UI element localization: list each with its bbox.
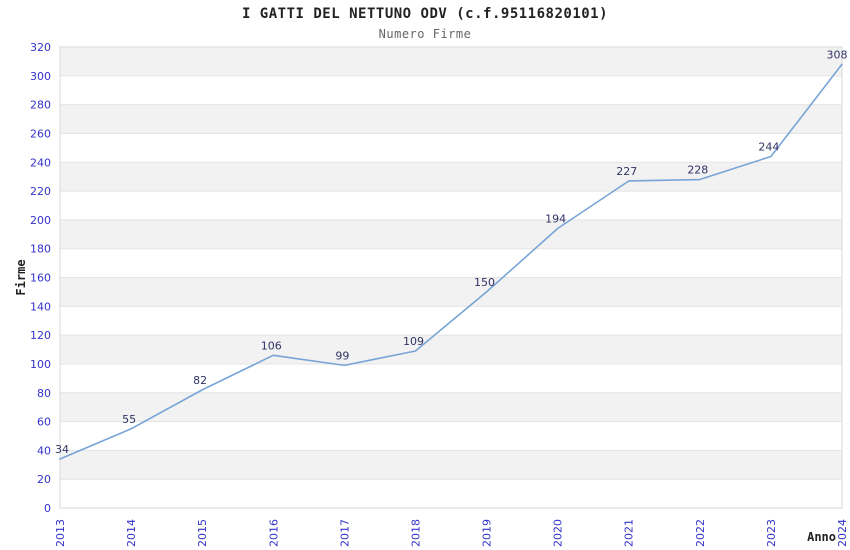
x-tick-label: 2013 bbox=[54, 519, 67, 547]
plot-band bbox=[60, 450, 842, 480]
plot-band bbox=[60, 191, 842, 220]
data-point-label: 150 bbox=[474, 276, 495, 289]
x-tick-label: 2019 bbox=[481, 519, 494, 547]
plot-band bbox=[60, 421, 842, 451]
y-tick-label: 300 bbox=[30, 70, 51, 83]
y-tick-label: 100 bbox=[30, 358, 51, 371]
data-point-label: 55 bbox=[122, 413, 136, 426]
series-line bbox=[59, 63, 843, 460]
data-point-label: 244 bbox=[758, 140, 779, 153]
y-tick-label: 320 bbox=[30, 41, 51, 54]
y-tick-label: 140 bbox=[30, 300, 51, 313]
y-tick-label: 180 bbox=[30, 243, 51, 256]
plot-band bbox=[60, 75, 842, 105]
x-tick-label: 2015 bbox=[196, 519, 209, 547]
plot-band bbox=[60, 219, 842, 249]
y-axis-title: Firme bbox=[14, 259, 28, 295]
data-point-label: 109 bbox=[403, 335, 424, 348]
x-tick-label: 2020 bbox=[552, 519, 565, 547]
data-point-label: 34 bbox=[55, 443, 69, 456]
chart-title: I GATTI DEL NETTUNO ODV (c.f.95116820101… bbox=[241, 6, 609, 22]
y-tick-label: 120 bbox=[30, 329, 51, 342]
y-tick-label: 40 bbox=[37, 444, 51, 457]
data-point-label: 82 bbox=[193, 374, 207, 387]
y-tick-label: 80 bbox=[37, 387, 51, 400]
data-point-label: 227 bbox=[616, 165, 637, 178]
data-point-label: 106 bbox=[261, 339, 282, 352]
y-tick-label: 0 bbox=[44, 502, 51, 515]
x-tick-label: 2022 bbox=[694, 519, 707, 547]
y-tick-label: 240 bbox=[30, 156, 51, 169]
data-point-label: 228 bbox=[687, 164, 708, 177]
plot-band bbox=[60, 162, 842, 192]
x-tick-label: 2014 bbox=[125, 519, 138, 547]
x-tick-label: 2016 bbox=[267, 519, 280, 547]
plot-band bbox=[60, 363, 842, 393]
x-tick-label: 2021 bbox=[623, 519, 636, 547]
data-point-label: 194 bbox=[545, 213, 566, 226]
y-tick-label: 60 bbox=[37, 416, 51, 429]
x-tick-label: 2023 bbox=[765, 519, 778, 547]
plot-border bbox=[59, 46, 843, 509]
y-tick-label: 260 bbox=[30, 127, 51, 140]
plot-band bbox=[60, 248, 842, 278]
x-tick-label: 2017 bbox=[338, 519, 351, 547]
plot-band bbox=[60, 277, 842, 307]
data-point-label: 308 bbox=[827, 48, 848, 61]
plot-band bbox=[60, 392, 842, 422]
x-tick-label: 2024 bbox=[836, 519, 849, 547]
y-tick-label: 160 bbox=[30, 272, 51, 285]
x-tick-label: 2018 bbox=[409, 519, 422, 547]
y-tick-label: 280 bbox=[30, 99, 51, 112]
y-tick-label: 200 bbox=[30, 214, 51, 227]
data-point-label: 99 bbox=[335, 349, 349, 362]
plot-band bbox=[60, 47, 842, 76]
chart-subtitle: Numero Firme bbox=[378, 27, 472, 41]
y-tick-label: 220 bbox=[30, 185, 51, 198]
plot-band bbox=[60, 133, 842, 163]
plot-band bbox=[60, 335, 842, 364]
x-axis-title: Anno bbox=[807, 530, 836, 544]
plot-band bbox=[60, 104, 842, 134]
y-tick-label: 20 bbox=[37, 473, 51, 486]
plot-band bbox=[60, 479, 842, 508]
